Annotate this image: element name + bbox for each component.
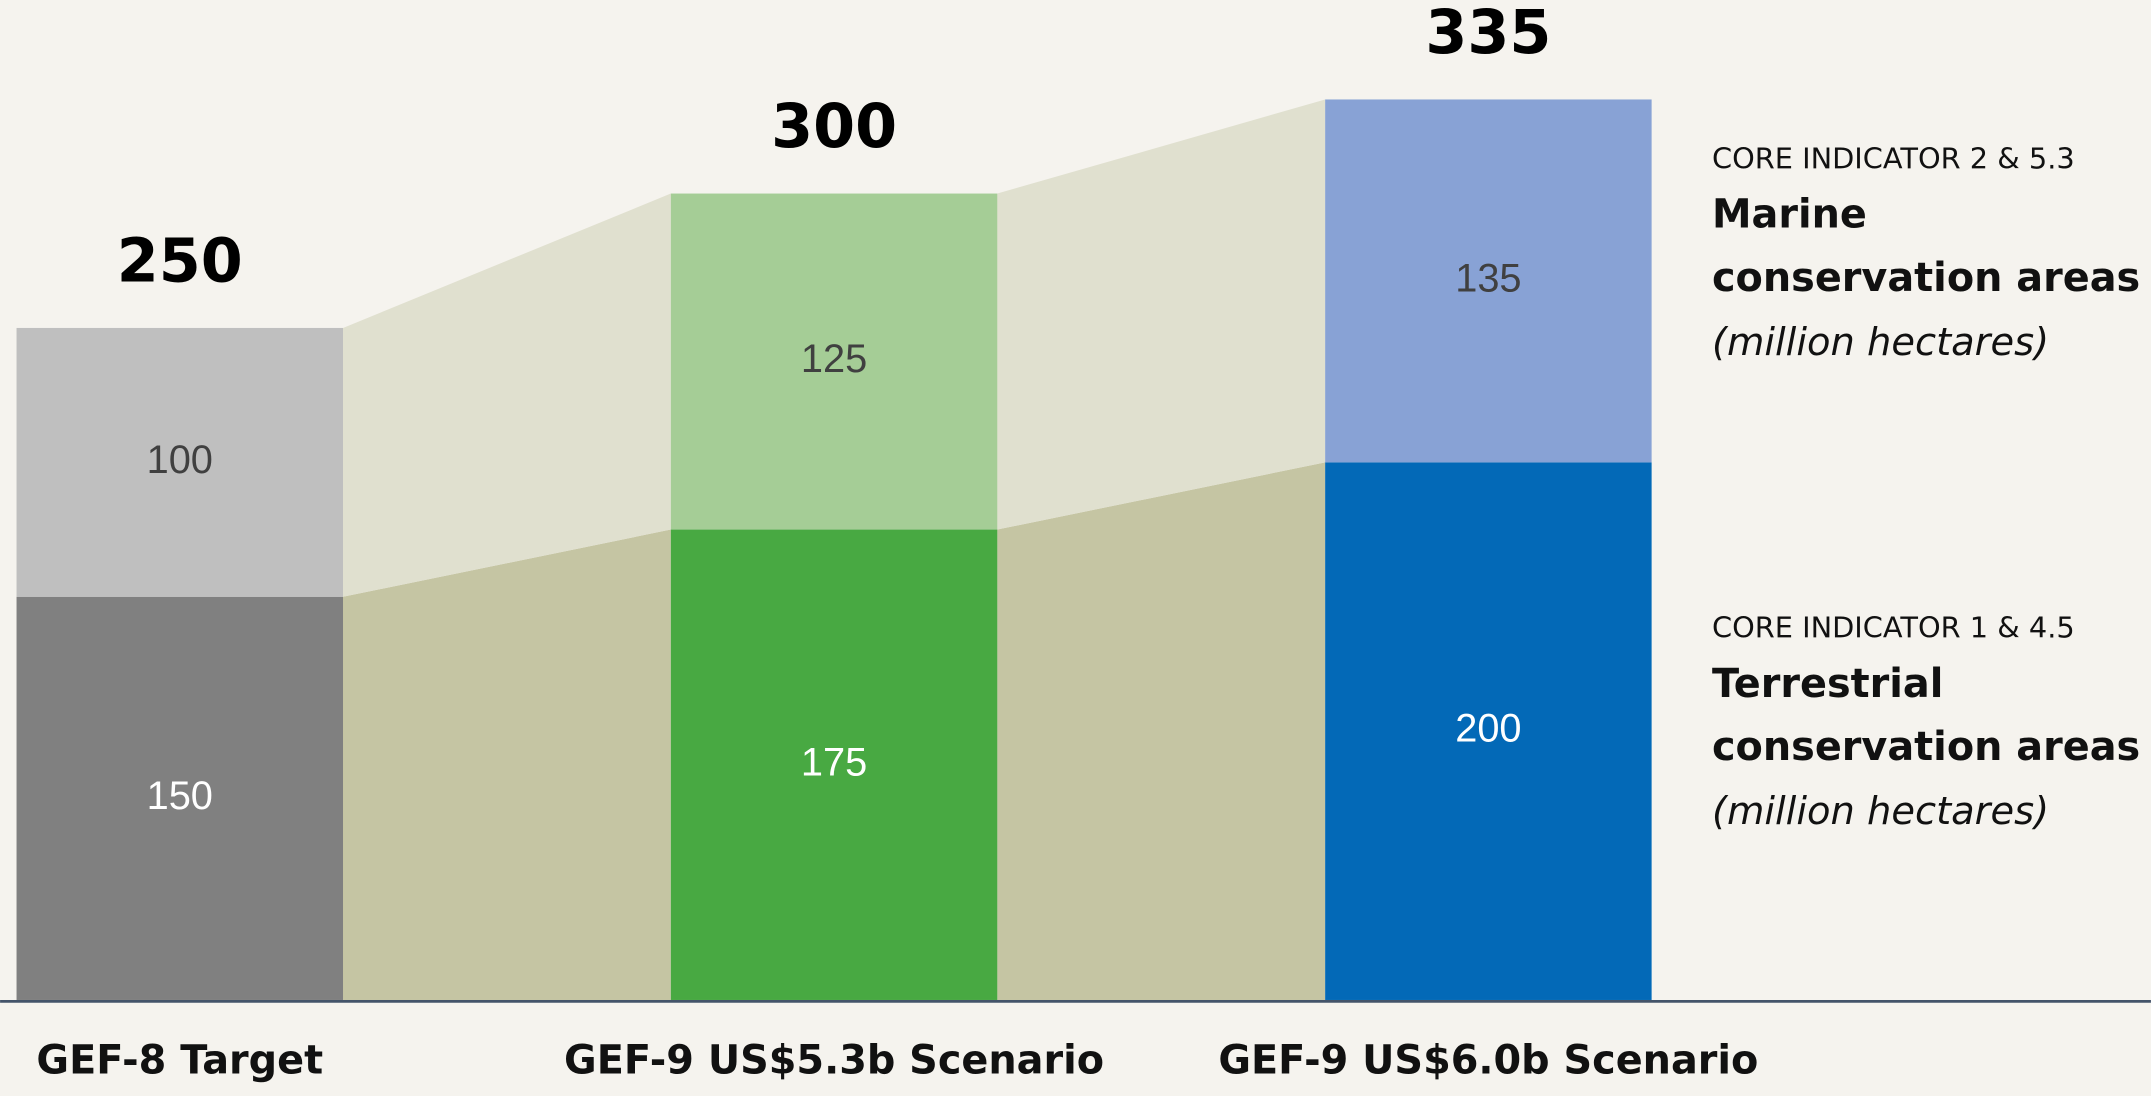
legend-name-line: Terrestrial xyxy=(1712,660,1943,706)
value-label: 200 xyxy=(1455,707,1521,751)
legend-name: Terrestrial conservation areas xyxy=(1712,660,2140,769)
category-label: GEF-8 Target xyxy=(36,1038,323,1084)
flow-band xyxy=(343,193,671,597)
value-label: 150 xyxy=(147,774,213,818)
bar-segment xyxy=(16,327,344,597)
value-label: 175 xyxy=(801,740,867,784)
value-label: 125 xyxy=(801,337,867,381)
flow-band xyxy=(997,462,1326,1000)
bar-segment xyxy=(1325,462,1652,1000)
legend-unit: (million hectares) xyxy=(1712,320,2049,365)
legend-indicator: CORE INDICATOR 2 & 5.3 xyxy=(1712,141,2075,175)
legend-name-line: conservation areas xyxy=(1712,723,2140,769)
bar-segment xyxy=(670,193,998,530)
total-label: 300 xyxy=(771,92,897,162)
bar-segment xyxy=(670,529,998,1000)
total-label: 335 xyxy=(1425,0,1551,68)
bar-segment xyxy=(16,596,344,1000)
value-label: 135 xyxy=(1455,256,1521,300)
legend-name-line: Marine xyxy=(1712,191,1867,237)
bar-segment xyxy=(1325,99,1652,463)
category-label: GEF-9 US$5.3b Scenario xyxy=(564,1038,1104,1084)
legend-name-line: conservation areas xyxy=(1712,254,2140,300)
legend-indicator: CORE INDICATOR 1 & 4.5 xyxy=(1712,611,2075,645)
value-label: 100 xyxy=(147,438,213,482)
legend-name: Marine conservation areas xyxy=(1712,191,2140,300)
flow-band xyxy=(997,99,1326,530)
bars xyxy=(16,99,1652,1000)
flows xyxy=(343,99,1326,1000)
total-label: 250 xyxy=(117,226,243,296)
flow-band xyxy=(343,529,671,1000)
category-label: GEF-9 US$6.0b Scenario xyxy=(1218,1038,1758,1084)
legend-unit: (million hectares) xyxy=(1712,789,2049,834)
